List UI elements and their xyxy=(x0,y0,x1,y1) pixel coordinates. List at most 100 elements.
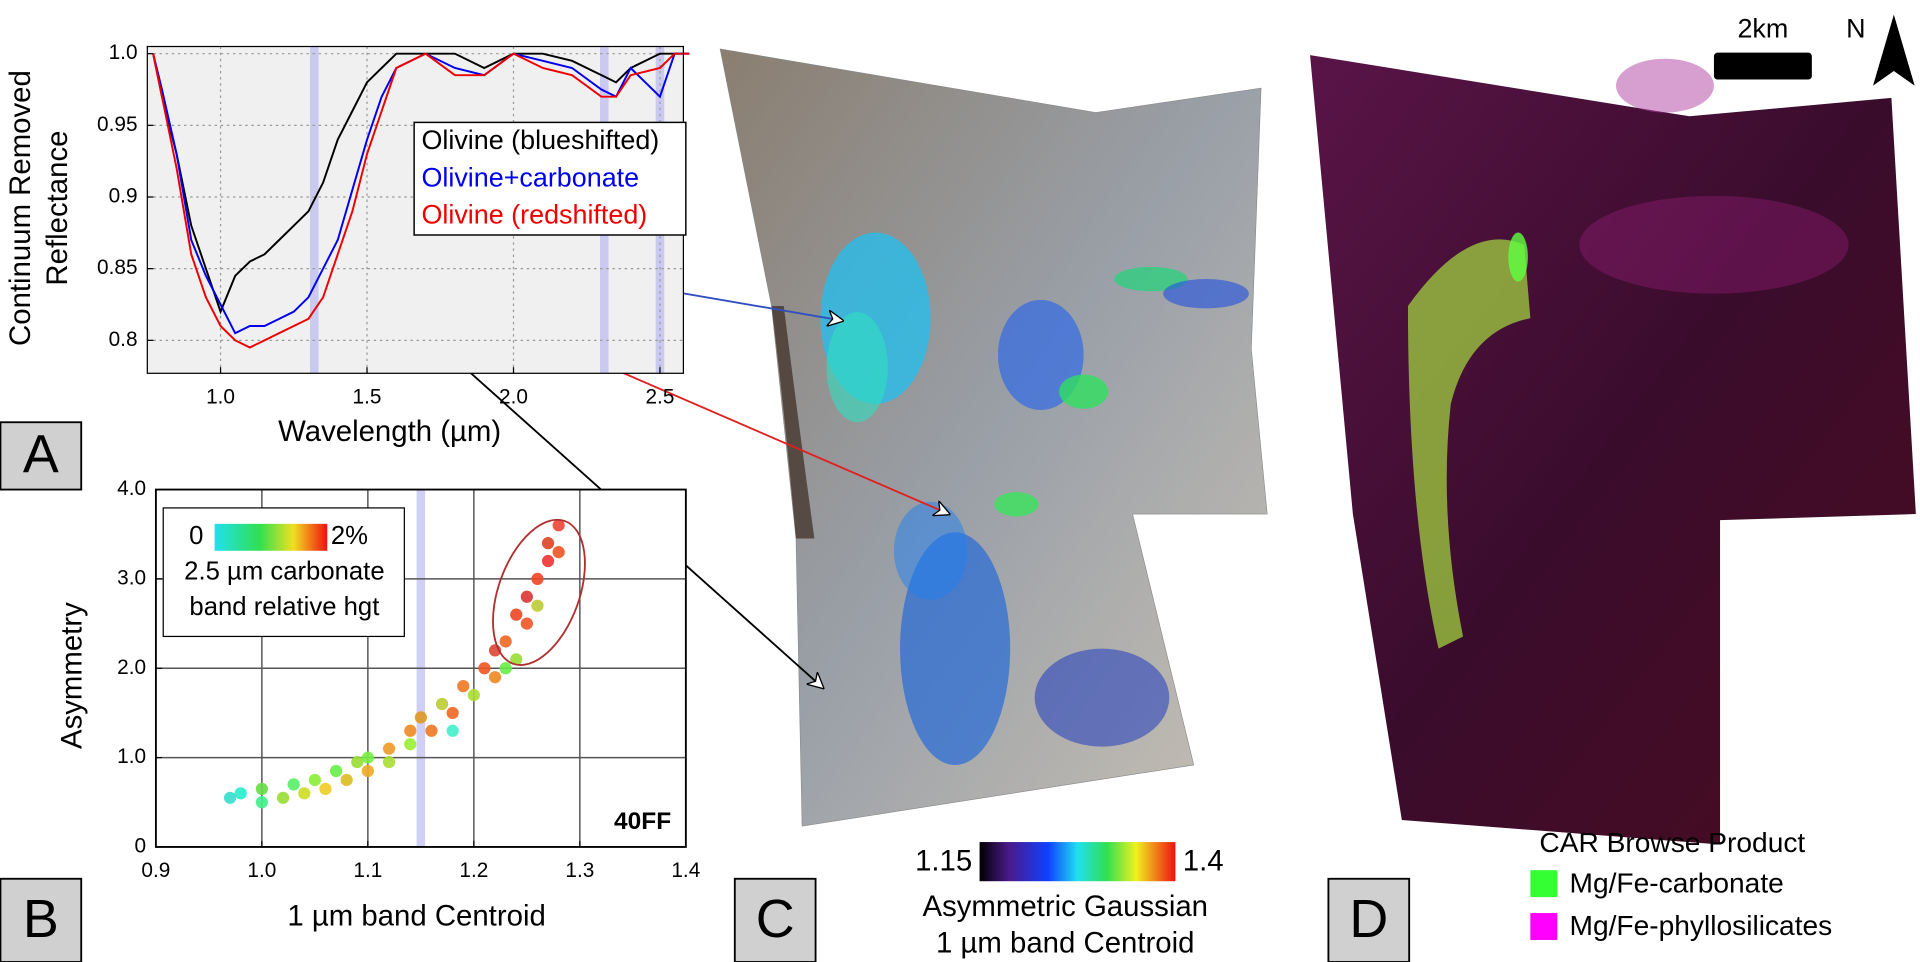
line-series xyxy=(152,52,690,335)
panel-label-box xyxy=(1327,877,1411,962)
scatter-point xyxy=(541,537,555,550)
scatter-point xyxy=(425,724,438,737)
scatter-point xyxy=(520,617,533,630)
scatter-point xyxy=(457,680,470,693)
colorbar-title: band relative hgt xyxy=(189,593,379,621)
colorbar-max: 2% xyxy=(331,522,368,550)
legend-entry: Olivine+carbonate xyxy=(421,162,639,192)
scatter-point xyxy=(361,751,374,764)
colorbar-title: 2.5 µm carbonate xyxy=(184,558,384,586)
colorbar xyxy=(214,523,328,551)
legend-entry: Mg/Fe-phyllosilicates xyxy=(1570,910,1833,941)
panel-label-box xyxy=(0,421,83,491)
scatter-point xyxy=(531,599,544,612)
panel-label: B xyxy=(23,889,59,949)
scatter-point xyxy=(414,711,427,724)
scatter-point xyxy=(308,773,321,787)
scatter-point xyxy=(255,782,268,795)
map-c xyxy=(719,48,1268,827)
scatter-point xyxy=(510,608,523,621)
x-tick-label: 1.3 xyxy=(565,859,594,882)
colorbar-caption: 1 µm band Centroid xyxy=(936,927,1194,960)
scatter-point xyxy=(287,778,300,791)
panel-label-box xyxy=(733,877,817,962)
scatter-point xyxy=(276,791,290,804)
y-tick-label: 0.95 xyxy=(97,113,137,136)
scatter-point xyxy=(552,545,565,559)
x-tick-label: 1.0 xyxy=(206,385,235,408)
y-axis-label: Continuum Removed xyxy=(4,70,37,346)
y-tick-label: 3.0 xyxy=(117,566,146,589)
scatter-point xyxy=(467,688,480,702)
scatter-point xyxy=(298,787,311,800)
scatter-point xyxy=(319,782,332,795)
scatter-point xyxy=(382,755,396,769)
x-axis-label: Wavelength (µm) xyxy=(278,415,501,448)
x-axis-label: 1 µm band Centroid xyxy=(287,900,545,933)
colorbar-max: 1.4 xyxy=(1183,845,1224,878)
colorbar xyxy=(979,842,1176,882)
y-tick-label: 2.0 xyxy=(117,656,146,679)
scatter-point xyxy=(255,796,268,809)
x-tick-label: 2.0 xyxy=(499,385,528,408)
y-tick-label: 0.85 xyxy=(97,256,137,279)
line-series xyxy=(152,52,690,349)
scatter-point xyxy=(340,773,353,787)
panel-label: C xyxy=(756,889,795,949)
scatter-point xyxy=(329,764,343,778)
x-tick-label: 1.1 xyxy=(353,859,382,882)
scatter-point xyxy=(361,764,374,778)
scatter-point xyxy=(541,554,555,568)
north-label: N xyxy=(1846,14,1865,44)
line-series xyxy=(152,52,690,315)
y-tick-label: 4.0 xyxy=(117,477,146,500)
x-tick-label: 2.5 xyxy=(645,385,674,408)
scatter-point xyxy=(520,590,533,603)
y-tick-label: 0.9 xyxy=(109,185,138,208)
scatter-point xyxy=(446,706,459,720)
y-axis-label: Reflectance xyxy=(41,131,74,286)
x-tick-label: 1.0 xyxy=(247,859,276,882)
y-tick-label: 0.8 xyxy=(109,328,138,351)
legend-entry: Olivine (blueshifted) xyxy=(421,125,659,155)
panel-label: A xyxy=(23,425,59,485)
y-axis-label: Asymmetry xyxy=(56,602,89,749)
colorbar-min: 1.15 xyxy=(915,845,972,878)
x-tick-label: 1.2 xyxy=(459,859,488,882)
highlight-band xyxy=(310,46,319,374)
legend-swatch xyxy=(1530,870,1558,898)
plot-frame xyxy=(154,488,687,848)
scatter-point xyxy=(510,653,523,666)
x-tick-label: 0.9 xyxy=(141,859,170,882)
scatter-point xyxy=(531,572,544,586)
map-d xyxy=(1310,14,1916,845)
scatter-point xyxy=(351,755,364,769)
panel-label-box xyxy=(0,877,83,962)
legend-box xyxy=(413,121,687,236)
scatter-point xyxy=(382,742,396,755)
panel-label: D xyxy=(1349,889,1388,949)
scatter-point xyxy=(435,697,449,711)
scatter-point xyxy=(499,635,512,648)
colorbar-caption: Asymmetric Gaussian xyxy=(922,890,1208,923)
scatter-point xyxy=(223,791,237,804)
highlight-ellipse xyxy=(492,518,586,666)
y-tick-label: 1.0 xyxy=(109,41,138,64)
scatter-point xyxy=(488,671,502,684)
scatter-point xyxy=(446,724,459,737)
scale-label: 2km xyxy=(1737,14,1788,44)
scatter-point xyxy=(404,738,417,751)
scatter-point xyxy=(552,519,565,532)
charts: 1.0 1.5 2.0 2.5 0.8 0.85 0.9 0.95 1.0 Olivine (bl… xyxy=(0,14,1866,962)
y-tick-label: 0 xyxy=(135,834,147,857)
y-tick-label: 1.0 xyxy=(117,745,146,768)
legend-swatch xyxy=(1530,913,1558,940)
legend-entry: Olivine (redshifted) xyxy=(421,200,647,230)
annotation: 40FF xyxy=(614,808,671,835)
x-tick-label: 1.5 xyxy=(353,385,382,408)
scatter-point xyxy=(478,662,491,675)
scatter-point xyxy=(404,724,417,737)
legend-title: CAR Browse Product xyxy=(1539,827,1805,858)
